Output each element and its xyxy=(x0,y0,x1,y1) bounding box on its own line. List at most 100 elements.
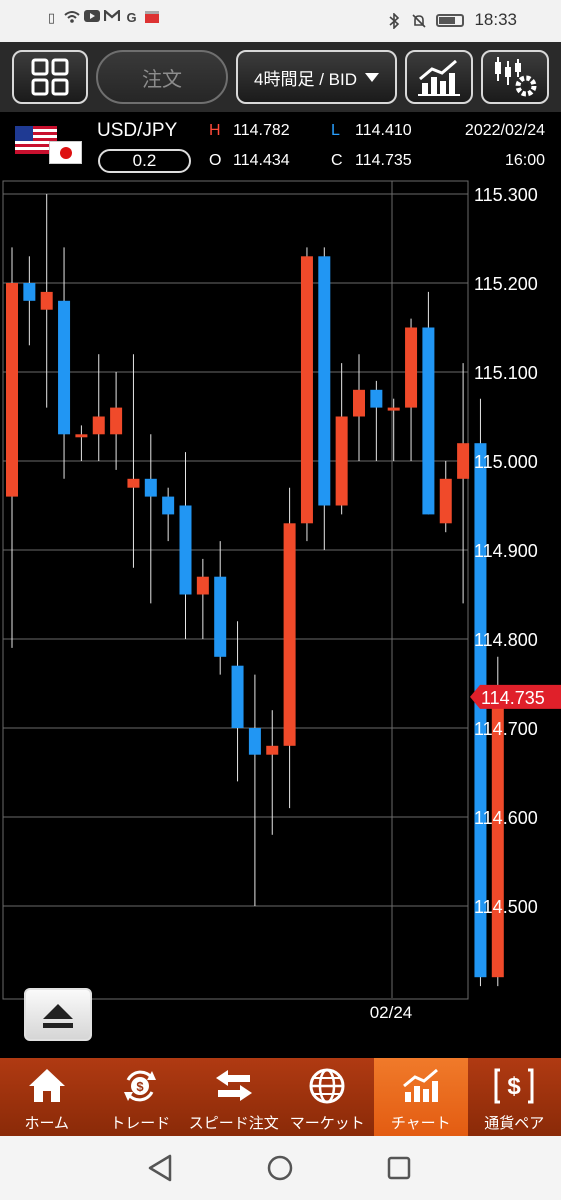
eject-icon xyxy=(43,1003,73,1028)
candle xyxy=(92,354,105,461)
bluetooth-icon xyxy=(386,11,401,30)
sim-alert-icon: ▯ xyxy=(47,10,56,25)
chart-settings-button[interactable] xyxy=(481,50,549,104)
nav-item-trade[interactable]: $ トレード xyxy=(94,1058,188,1136)
home-circle-icon[interactable] xyxy=(267,1155,293,1181)
candle-gear-icon xyxy=(495,57,537,97)
mute-icon xyxy=(411,13,427,28)
candle xyxy=(179,452,192,639)
youtube-icon xyxy=(84,10,100,25)
candle xyxy=(248,674,261,906)
open-value: 114.434 xyxy=(233,152,290,169)
candle-body xyxy=(40,291,53,310)
y-tick-label: 114.600 xyxy=(474,808,538,828)
candle xyxy=(457,363,470,604)
y-tick-label: 115.200 xyxy=(474,274,538,294)
candle-body xyxy=(6,283,18,497)
candle-body xyxy=(457,443,470,479)
status-right-icons: 18:33 xyxy=(386,10,517,30)
candle-date: 2022/02/24 xyxy=(464,122,545,139)
collapse-panel-button[interactable] xyxy=(24,988,92,1041)
candle-body xyxy=(474,443,487,978)
nav-label-market: マーケット xyxy=(289,1115,365,1132)
y-tick-label: 114.900 xyxy=(474,541,538,561)
candle-body xyxy=(335,416,348,506)
status-left-icons: ▯ G xyxy=(44,8,159,25)
candle-body xyxy=(387,407,400,411)
candle xyxy=(491,656,504,987)
nav-item-chart[interactable]: チャート xyxy=(374,1058,468,1136)
low-label: L xyxy=(331,122,340,139)
y-tick-label: 114.700 xyxy=(474,719,538,739)
candle-body xyxy=(196,576,209,595)
candle-body xyxy=(439,478,452,524)
candle-body xyxy=(162,496,175,515)
current-price-label: 114.735 xyxy=(481,688,545,708)
y-tick-label: 115.300 xyxy=(474,185,538,205)
x-tick-label: 02/24 xyxy=(370,1003,413,1022)
candle xyxy=(144,434,157,604)
candle xyxy=(162,487,175,542)
nav-label-speed-order: スピード注文 xyxy=(188,1115,279,1132)
system-nav-bar xyxy=(0,1136,561,1200)
nav-item-currency-pair[interactable]: $ 通貨ペア xyxy=(468,1058,561,1136)
low-value: 114.410 xyxy=(355,122,412,139)
period-select-label: 4時間足 / BID xyxy=(254,69,357,89)
high-label: H xyxy=(209,122,221,139)
candle-body xyxy=(300,256,313,524)
nav-item-speed-order[interactable]: スピード注文 xyxy=(187,1058,281,1136)
y-tick-label: 115.100 xyxy=(474,363,538,383)
candle xyxy=(318,247,331,550)
nav-label-currency-pair: 通貨ペア xyxy=(484,1115,545,1132)
jp-flag-icon xyxy=(49,141,82,164)
nav-item-market[interactable]: マーケット xyxy=(281,1058,375,1136)
candle xyxy=(300,247,313,542)
candle xyxy=(283,487,296,809)
status-time: 18:33 xyxy=(474,10,517,29)
google-icon: G xyxy=(126,10,137,25)
y-tick-label: 114.800 xyxy=(474,630,538,650)
recents-icon[interactable] xyxy=(387,1156,411,1180)
candle-body xyxy=(405,327,418,408)
toolbar: 注文 4時間足 / BID xyxy=(0,42,561,112)
open-label: O xyxy=(209,152,222,169)
nav-label-home: ホーム xyxy=(24,1115,70,1132)
candle-body xyxy=(231,665,244,728)
chart-canvas[interactable]: 115.300 115.200 115.100 115.000 114.900 114.8… xyxy=(0,180,561,1058)
svg-text:$: $ xyxy=(137,1079,145,1094)
speed-order-icon xyxy=(215,1070,252,1101)
period-select[interactable]: 4時間足 / BID xyxy=(236,50,397,104)
quote-info-panel: USD/JPY 0.2 H 114.782 O 114.434 L 114.41… xyxy=(0,112,561,180)
candle xyxy=(23,256,36,346)
candle xyxy=(196,558,209,639)
candle-body xyxy=(144,478,157,497)
candle xyxy=(422,291,435,515)
back-icon[interactable] xyxy=(148,1154,172,1182)
nav-label-trade: トレード xyxy=(110,1115,171,1132)
close-label: C xyxy=(331,152,343,169)
us-flag-icon xyxy=(15,126,57,154)
candle-time: 16:00 xyxy=(504,152,545,169)
market-globe-icon xyxy=(309,1068,345,1104)
candle xyxy=(405,318,418,461)
candle-body xyxy=(214,576,227,657)
candle-body xyxy=(370,389,383,408)
candlestick-chart[interactable]: 115.300 115.200 115.100 115.000 114.900 114.8… xyxy=(0,180,561,1058)
order-button[interactable]: 注文 xyxy=(96,50,228,104)
wifi-icon xyxy=(64,10,80,25)
high-value: 114.782 xyxy=(233,122,290,139)
candle xyxy=(387,398,400,461)
home-icon xyxy=(28,1069,65,1102)
grid-icon xyxy=(31,58,69,96)
nav-item-home[interactable]: ホーム xyxy=(0,1058,94,1136)
chart-type-button[interactable] xyxy=(405,50,473,104)
currency-pair-icon: $ xyxy=(494,1068,534,1104)
chart-icon xyxy=(402,1068,438,1102)
candle-body xyxy=(283,523,296,746)
candle-body xyxy=(266,745,279,755)
nav-label-chart: チャート xyxy=(390,1115,451,1132)
chevron-down-icon xyxy=(364,72,379,82)
menu-grid-button[interactable] xyxy=(12,50,88,104)
candle xyxy=(214,541,227,675)
